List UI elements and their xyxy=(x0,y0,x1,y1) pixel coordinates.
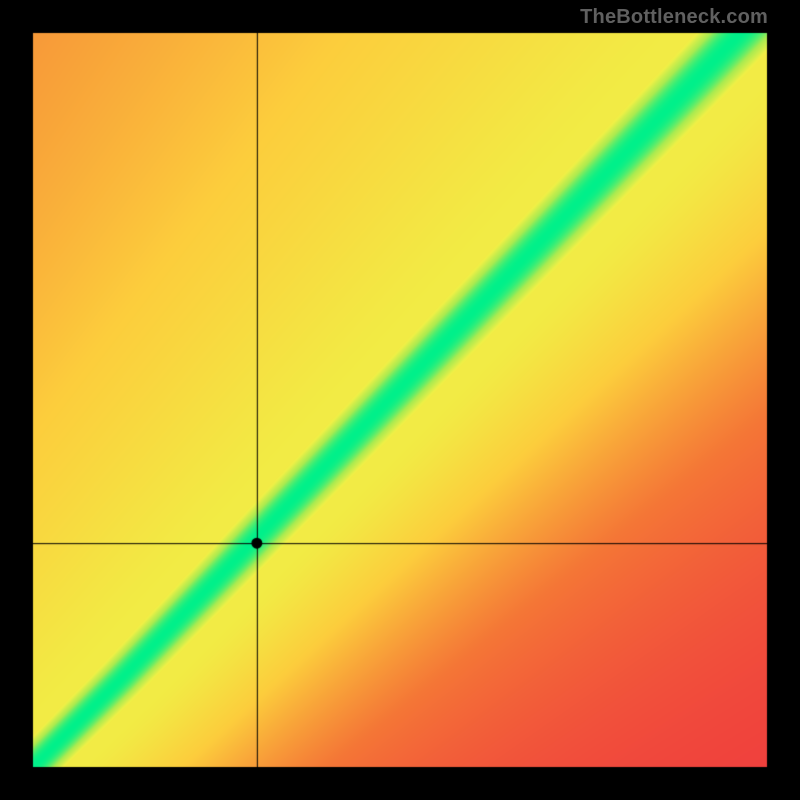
source-label: TheBottleneck.com xyxy=(580,6,768,29)
chart-container: TheBottleneck.com xyxy=(0,0,800,800)
bottleneck-heatmap xyxy=(0,0,800,800)
